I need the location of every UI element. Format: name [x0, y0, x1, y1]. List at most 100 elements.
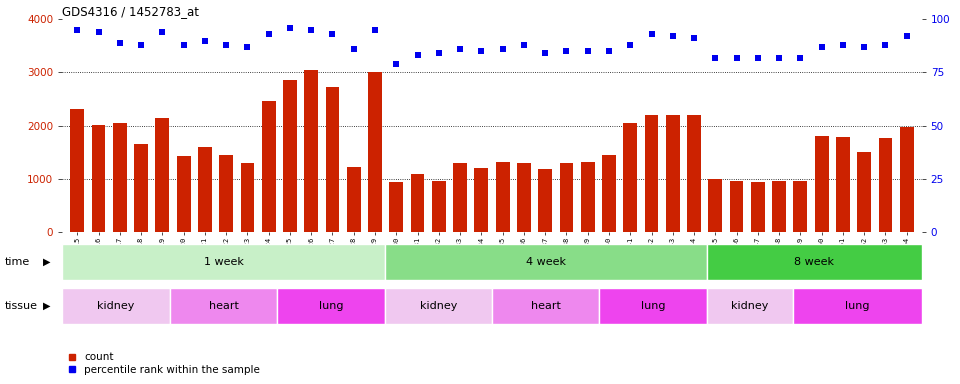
Bar — [492, 288, 599, 324]
Point — [133, 42, 149, 48]
Bar — [539, 169, 552, 232]
Bar — [70, 109, 84, 232]
Bar — [815, 136, 828, 232]
Bar — [751, 182, 765, 232]
Text: time: time — [5, 257, 30, 267]
Text: ▶: ▶ — [43, 301, 51, 311]
Point — [389, 61, 404, 67]
Bar — [474, 169, 489, 232]
Bar — [262, 101, 276, 232]
Bar — [857, 152, 871, 232]
Point — [473, 48, 489, 54]
Bar — [432, 181, 445, 232]
Point — [347, 46, 362, 52]
Bar — [730, 180, 743, 232]
Text: 8 week: 8 week — [794, 257, 834, 267]
Point — [155, 29, 170, 35]
Text: 1 week: 1 week — [204, 257, 244, 267]
Bar — [517, 162, 531, 232]
Bar — [62, 288, 170, 324]
Bar — [62, 244, 385, 280]
Bar — [793, 288, 922, 324]
Point — [814, 44, 829, 50]
Text: GDS4316 / 1452783_at: GDS4316 / 1452783_at — [62, 5, 200, 18]
Bar — [219, 155, 233, 232]
Bar — [794, 181, 807, 232]
Bar — [304, 70, 318, 232]
Bar — [707, 288, 793, 324]
Bar — [325, 87, 340, 232]
Text: lung: lung — [319, 301, 343, 311]
Bar — [170, 288, 277, 324]
Bar — [900, 127, 914, 232]
Bar — [581, 162, 594, 232]
Bar — [666, 115, 680, 232]
Point — [686, 35, 702, 41]
Bar — [836, 137, 850, 232]
Text: 4 week: 4 week — [526, 257, 565, 267]
Point — [303, 27, 319, 33]
Bar — [644, 115, 659, 232]
Bar — [385, 288, 492, 324]
Point — [772, 55, 787, 61]
Point — [261, 31, 276, 37]
Bar — [156, 118, 169, 232]
Point — [793, 55, 808, 61]
Text: ▶: ▶ — [43, 257, 51, 267]
Point — [580, 48, 595, 54]
Point — [495, 46, 511, 52]
Point — [452, 46, 468, 52]
Bar — [599, 288, 707, 324]
Bar — [602, 155, 616, 232]
Point — [835, 42, 851, 48]
Point — [431, 50, 446, 56]
Point — [219, 42, 234, 48]
Point — [410, 52, 425, 58]
Bar — [177, 156, 190, 232]
Text: lung: lung — [641, 301, 665, 311]
Bar — [707, 244, 922, 280]
Point — [197, 38, 212, 44]
Text: heart: heart — [531, 301, 561, 311]
Bar — [241, 163, 254, 232]
Point — [665, 33, 681, 39]
Bar — [390, 182, 403, 232]
Bar — [113, 122, 127, 232]
Point — [877, 42, 893, 48]
Bar — [453, 162, 467, 232]
Text: kidney: kidney — [732, 301, 768, 311]
Point — [70, 27, 85, 33]
Point — [750, 55, 765, 61]
Bar — [91, 125, 106, 232]
Point — [240, 44, 255, 50]
Point — [622, 42, 637, 48]
Bar — [347, 167, 361, 232]
Bar — [277, 288, 385, 324]
Bar — [385, 244, 707, 280]
Bar — [878, 138, 893, 232]
Text: heart: heart — [208, 301, 238, 311]
Point — [176, 42, 191, 48]
Point — [644, 31, 660, 37]
Point — [708, 55, 723, 61]
Bar — [708, 179, 722, 232]
Point — [368, 27, 383, 33]
Legend: count, percentile rank within the sample: count, percentile rank within the sample — [67, 353, 260, 375]
Bar — [772, 181, 786, 232]
Point — [516, 42, 532, 48]
Point — [729, 55, 744, 61]
Bar — [623, 123, 637, 232]
Text: kidney: kidney — [97, 301, 134, 311]
Point — [91, 29, 107, 35]
Point — [324, 31, 340, 37]
Bar — [283, 81, 297, 232]
Bar — [411, 174, 424, 232]
Point — [538, 50, 553, 56]
Point — [899, 33, 914, 39]
Bar — [560, 162, 573, 232]
Point — [282, 25, 298, 31]
Text: kidney: kidney — [420, 301, 457, 311]
Point — [559, 48, 574, 54]
Bar — [134, 144, 148, 232]
Bar — [495, 162, 510, 232]
